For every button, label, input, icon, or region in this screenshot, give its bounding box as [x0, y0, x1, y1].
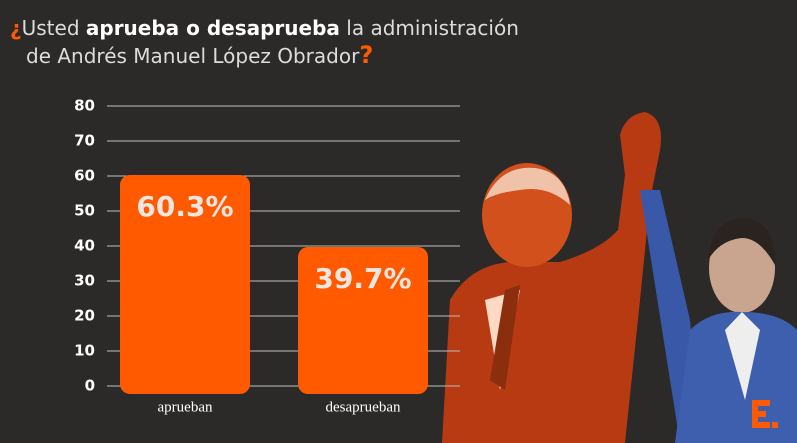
title-part: de Andrés Manuel López Obrador: [26, 44, 360, 68]
y-tick-label: 20: [74, 307, 95, 325]
y-tick-label: 30: [74, 272, 95, 290]
y-tick-label: 40: [74, 237, 95, 255]
y-tick-label: 70: [74, 132, 95, 150]
title-part: Usted: [22, 16, 86, 40]
title-part: ?: [359, 41, 373, 69]
photo: [442, 112, 797, 443]
title-part: aprueba o desaprueba: [86, 16, 340, 40]
y-tick-label: 50: [74, 202, 95, 220]
bar: [298, 247, 428, 394]
y-tick-label: 0: [85, 377, 95, 395]
y-tick-label: 80: [74, 97, 95, 115]
chart-title: ¿Usted aprueba o desaprueba la administr…: [10, 16, 519, 40]
bar: [120, 174, 250, 394]
value-label: 60.3%: [136, 190, 233, 223]
chart-title: de Andrés Manuel López Obrador?: [26, 41, 373, 69]
value-label: 39.7%: [314, 262, 411, 295]
title-part: la administración: [340, 16, 519, 40]
x-tick-label: aprueban: [158, 399, 213, 415]
y-tick-label: 60: [74, 167, 95, 185]
x-tick-label: desaprueban: [326, 399, 401, 415]
title-part: ¿: [10, 16, 22, 40]
y-tick-label: 10: [74, 342, 95, 360]
